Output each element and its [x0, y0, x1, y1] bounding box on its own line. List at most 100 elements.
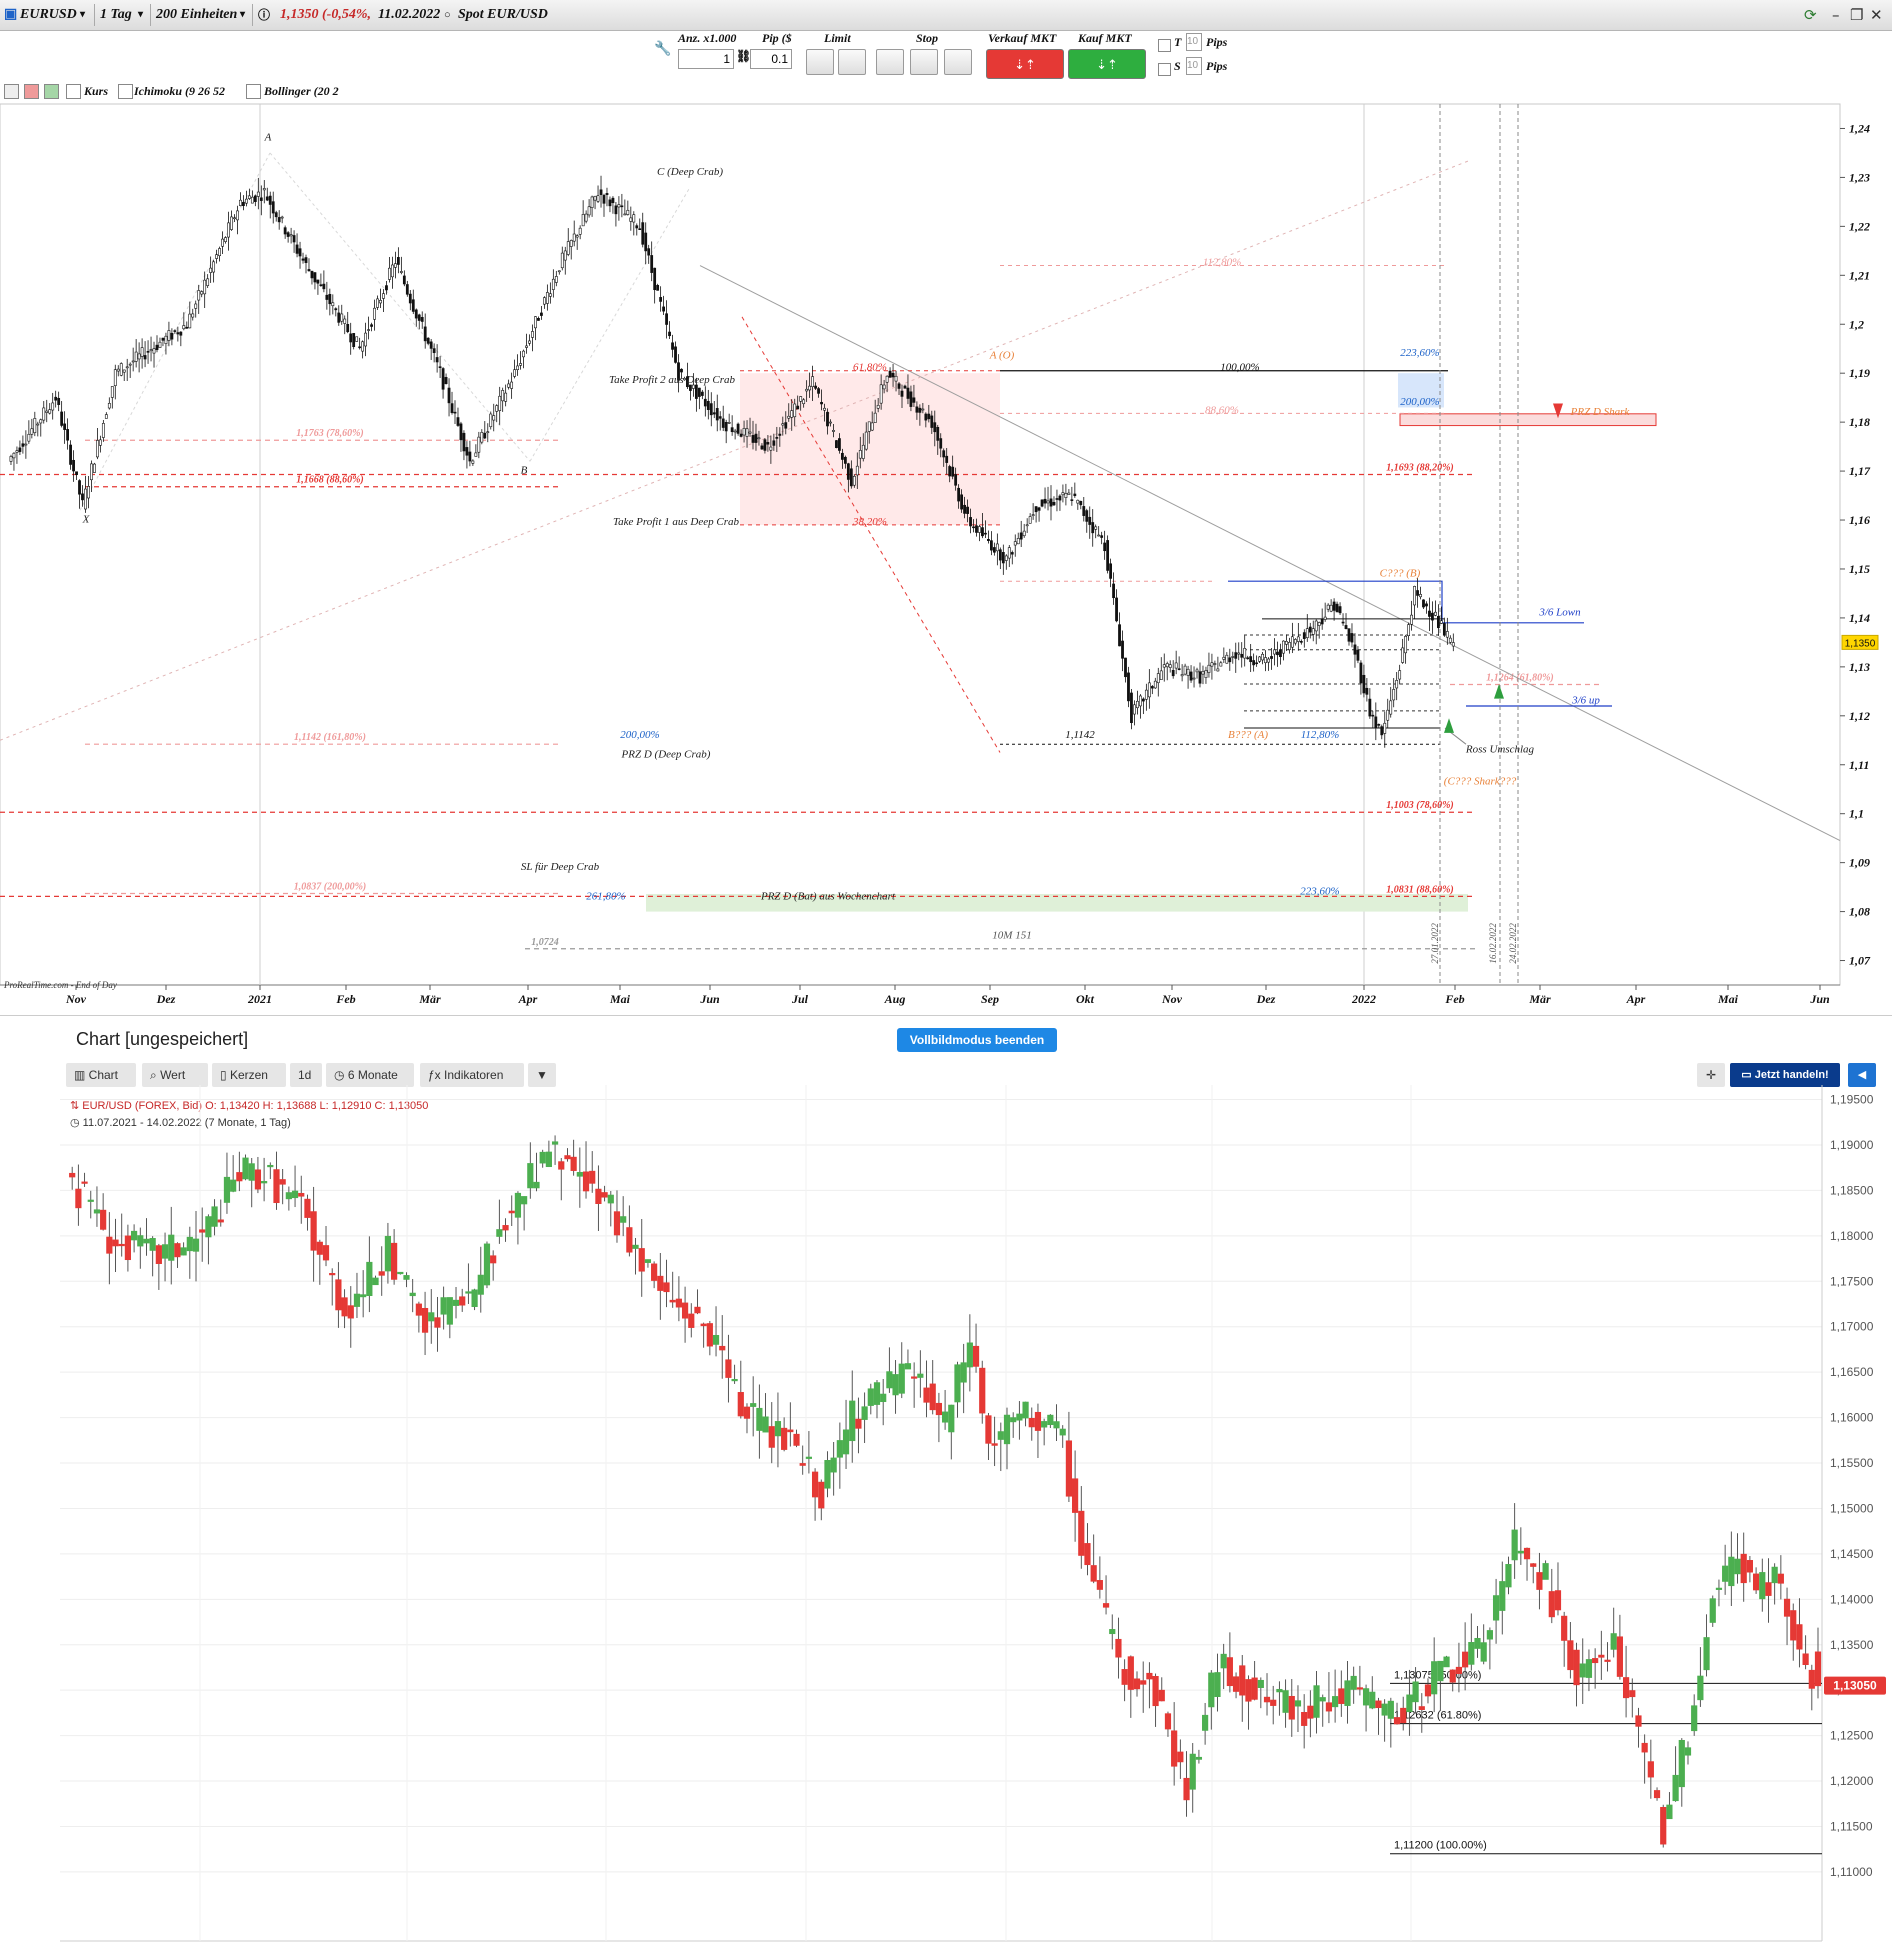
candle-body — [1226, 1657, 1233, 1687]
trade-now-button[interactable]: ▭ Jetzt handeln! — [1730, 1063, 1840, 1087]
candle-body — [1395, 680, 1399, 689]
quantity-input[interactable]: 1 — [678, 49, 734, 69]
candle-body — [298, 248, 302, 257]
pip-input[interactable]: 0.1 — [750, 49, 792, 69]
period-button[interactable]: ◷ 6 Monate — [326, 1063, 414, 1087]
stop-pips-input[interactable]: 10 — [1186, 57, 1202, 75]
candle-body — [989, 540, 993, 551]
candle-body — [554, 276, 558, 283]
candle-body — [185, 326, 189, 329]
chart-type-label: Chart — [88, 1068, 119, 1082]
info-icon[interactable]: ⓘ — [258, 8, 271, 22]
candle-body — [1159, 670, 1163, 680]
ichimoku-checkbox[interactable] — [118, 84, 133, 99]
top-price-chart[interactable]: 1,24 1,23 1,22 1,21 1,2 1,19 1,18 1,17 1,16 1,15 1… — [0, 0, 1892, 1015]
candle-body — [1299, 640, 1303, 643]
layers-icon[interactable] — [4, 84, 19, 99]
candle-body — [829, 421, 832, 424]
candle-body — [372, 1277, 379, 1286]
candle-body — [1542, 1563, 1549, 1580]
candle-body — [465, 447, 469, 456]
candle-body — [1195, 669, 1199, 673]
interval-button[interactable]: 1d — [290, 1063, 322, 1087]
candle-body — [1162, 664, 1166, 668]
candle-body — [1240, 653, 1244, 658]
bollinger-checkbox[interactable] — [246, 84, 261, 99]
candle-body — [1641, 1742, 1648, 1753]
target-checkbox[interactable] — [1158, 39, 1171, 52]
candle-body — [945, 455, 949, 463]
bottom-price-chart[interactable]: 1,19500 1,19000 1,18500 1,18000 1,17500 1,170… — [0, 1015, 1892, 1952]
candle-body — [1307, 1705, 1314, 1719]
x-tick-label: Apr — [518, 992, 538, 1006]
y-tick-label: 1,22 — [1849, 219, 1870, 233]
symbol-search-button[interactable]: ⌕ Wert — [142, 1063, 208, 1087]
chevron-down-icon[interactable]: ▾ — [80, 9, 86, 20]
candle-body — [677, 362, 680, 381]
chart-annotation: 3/6 up — [1571, 695, 1600, 707]
chart-type-button[interactable]: ▥ Chart — [66, 1063, 136, 1087]
timeframe-select[interactable]: 1 Tag — [100, 7, 132, 22]
candle-body — [1239, 1665, 1246, 1696]
chart-menu-icon[interactable]: ▣ — [4, 7, 18, 22]
buy-market-button[interactable]: ⇣⇡ — [1068, 49, 1146, 79]
candle-body — [823, 407, 826, 411]
bookmark-button[interactable]: ▼ — [528, 1063, 556, 1087]
candle-body — [230, 1179, 237, 1192]
candle-body — [1031, 514, 1035, 516]
chevron-down-icon[interactable]: ▾ — [240, 9, 246, 20]
candle-body — [650, 255, 654, 273]
candle-body — [1073, 493, 1077, 497]
sell-arrow-icon[interactable] — [24, 84, 39, 99]
y-tick-label: 1,17000 — [1830, 1320, 1874, 1334]
pattern-leg-line — [269, 152, 531, 462]
candles-button[interactable]: ▯ Kerzen — [212, 1063, 286, 1087]
crosshair-button[interactable]: ✛ — [1697, 1063, 1725, 1087]
indicators-button[interactable]: ƒx Indikatoren — [420, 1063, 524, 1087]
collapse-panel-button[interactable]: ◀ — [1848, 1063, 1876, 1087]
candle-body — [414, 309, 418, 319]
candle-body — [912, 397, 916, 403]
candle-body — [1003, 1414, 1011, 1445]
stop-sell-button[interactable] — [910, 49, 938, 75]
candle-body — [593, 195, 597, 201]
settings-icon[interactable]: 🔧 — [654, 42, 672, 57]
candle-body — [1777, 1573, 1784, 1584]
clock-icon: ◷ — [334, 1068, 348, 1082]
close-icon[interactable]: ✕ — [1870, 6, 1883, 24]
chevron-down-icon[interactable]: ▾ — [138, 9, 144, 20]
minimize-icon[interactable]: – — [1832, 6, 1840, 24]
symbol-select[interactable]: EURUSD — [20, 7, 77, 22]
units-select[interactable]: 200 Einheiten — [156, 7, 238, 22]
limit-sell-button[interactable] — [838, 49, 866, 75]
fib-level-label: 1,1003 (78,60%) — [1386, 800, 1454, 811]
candle-body — [262, 188, 266, 191]
exit-fullscreen-button[interactable]: Vollbildmodus beenden — [897, 1028, 1057, 1052]
candle-body — [468, 451, 472, 462]
radio-icon[interactable]: ○ — [444, 9, 451, 21]
pip-label: Pip ($ — [762, 31, 792, 45]
candle-body — [471, 1289, 478, 1308]
candle-body — [450, 403, 454, 413]
stop-buy-button[interactable] — [876, 49, 904, 75]
link-icon[interactable]: ⛓ — [736, 49, 752, 63]
candle-body — [405, 284, 409, 295]
candle-body — [149, 349, 153, 352]
candle-body — [376, 298, 379, 308]
candle-body — [537, 317, 540, 321]
kurs-checkbox[interactable] — [66, 84, 81, 99]
candle-body — [763, 439, 767, 451]
candle-body — [539, 1151, 546, 1164]
candle-body — [167, 330, 171, 341]
candle-body — [1418, 1706, 1425, 1710]
buy-arrow-icon[interactable] — [44, 84, 59, 99]
sell-market-button[interactable]: ⇣⇡ — [986, 49, 1064, 79]
refresh-icon[interactable]: ⟳ — [1804, 6, 1817, 24]
stop-checkbox[interactable] — [1158, 63, 1171, 76]
target-pips-input[interactable]: 10 — [1186, 33, 1202, 51]
candle-body — [295, 244, 299, 254]
restore-icon[interactable]: ❐ — [1850, 6, 1864, 24]
stop-list-button[interactable] — [944, 49, 972, 75]
limit-buy-button[interactable] — [806, 49, 834, 75]
candle-body — [233, 217, 236, 220]
